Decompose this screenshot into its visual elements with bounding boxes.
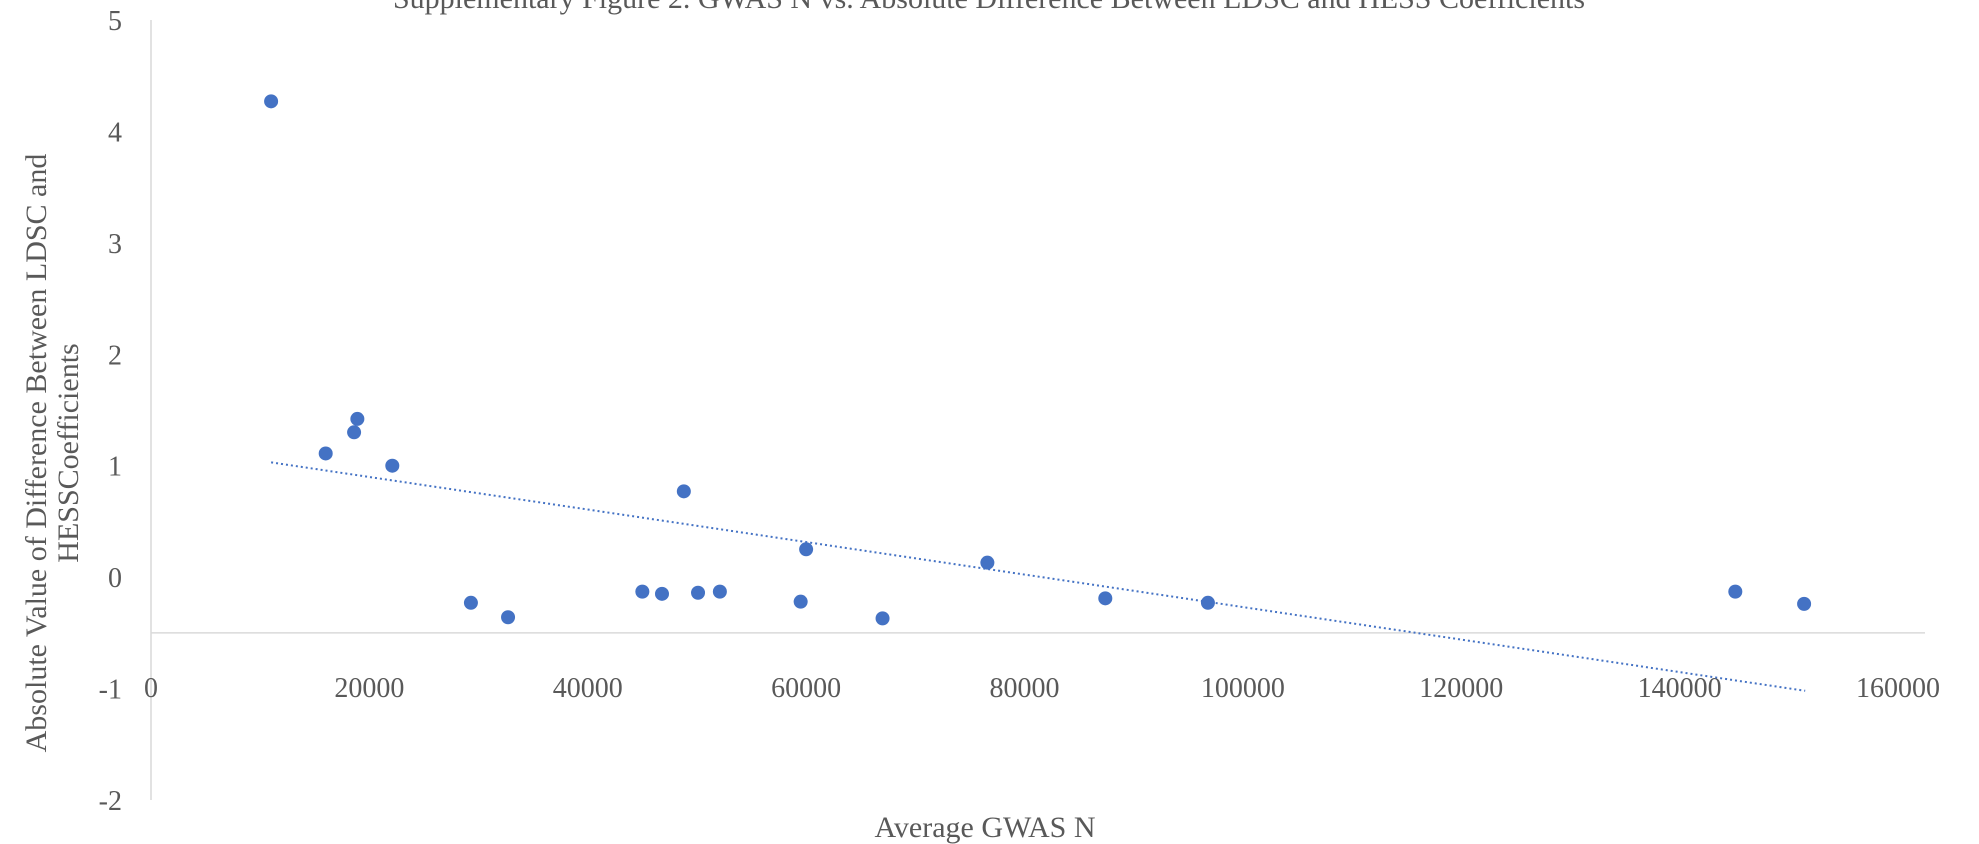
data-point — [350, 411, 365, 426]
y-tick-label: -1 — [99, 675, 122, 706]
y-axis-title: Absolute Value of Difference Between LDS… — [20, 154, 85, 753]
y-tick-label: 2 — [108, 340, 122, 371]
data-point — [264, 94, 279, 109]
data-point — [691, 585, 706, 600]
y-tick-label: 5 — [108, 6, 122, 37]
data-point — [712, 584, 727, 599]
data-point — [1200, 595, 1215, 610]
data-point — [1728, 584, 1743, 599]
y-tick-label: -2 — [99, 786, 122, 817]
x-tick-label: 120000 — [1419, 673, 1503, 704]
y-tick-labels: 5 4 3 2 1 0 -1 -2 — [99, 6, 122, 817]
x-tick-labels: 0 20000 40000 60000 80000 100000 120000 140000 1… — [144, 673, 1940, 704]
data-point — [1797, 596, 1812, 611]
data-point — [1098, 591, 1113, 606]
x-tick-label: 60000 — [771, 673, 841, 704]
data-point — [793, 594, 808, 609]
data-point — [385, 458, 400, 473]
data-point — [501, 610, 516, 625]
x-tick-label: 160000 — [1856, 673, 1940, 704]
y-tick-label: 1 — [108, 452, 122, 483]
data-points — [264, 94, 1812, 626]
y-axis-title-line-2: HESSCoefficients — [52, 343, 85, 562]
y-tick-label: 0 — [108, 563, 122, 594]
chart-title: Supplementary Figure 2. GWAS N vs. Absol… — [393, 0, 1585, 15]
data-point — [980, 555, 995, 570]
x-axis-title: Average GWAS N — [874, 811, 1095, 844]
data-point — [463, 595, 478, 610]
x-tick-label: 80000 — [990, 673, 1060, 704]
data-point — [676, 484, 691, 499]
data-point — [635, 584, 650, 599]
x-tick-label: 140000 — [1638, 673, 1722, 704]
data-point — [799, 542, 814, 557]
x-tick-label: 20000 — [334, 673, 404, 704]
y-tick-label: 3 — [108, 229, 122, 260]
data-point — [654, 586, 669, 601]
x-tick-label: 100000 — [1201, 673, 1285, 704]
y-axis-title-line-1: Absolute Value of Difference Between LDS… — [20, 154, 53, 753]
data-point — [875, 611, 890, 626]
trendline — [270, 461, 1806, 692]
data-point — [347, 425, 362, 440]
y-tick-label: 4 — [108, 117, 122, 148]
data-point — [318, 446, 333, 461]
x-tick-label: 40000 — [553, 673, 623, 704]
x-tick-label: 0 — [144, 673, 158, 704]
